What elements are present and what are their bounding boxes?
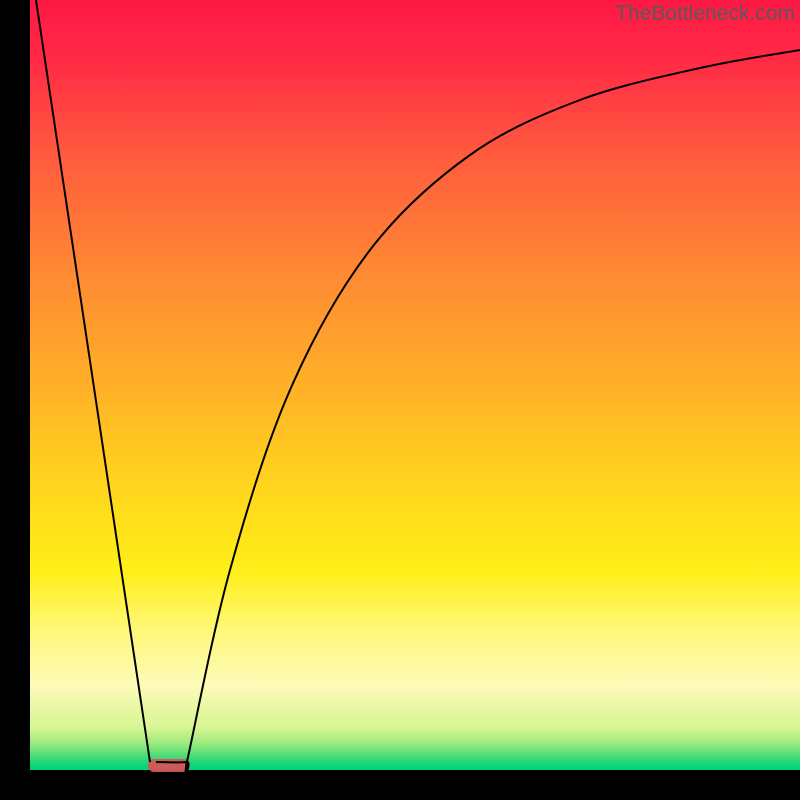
gradient-plot-area (30, 0, 800, 770)
watermark-text: TheBottleneck.com (615, 2, 795, 26)
bottom-frame (0, 770, 800, 800)
valley-marker (148, 759, 190, 772)
left-frame (0, 0, 30, 800)
chart-container: TheBottleneck.com (0, 0, 800, 800)
bottleneck-chart (0, 0, 800, 800)
